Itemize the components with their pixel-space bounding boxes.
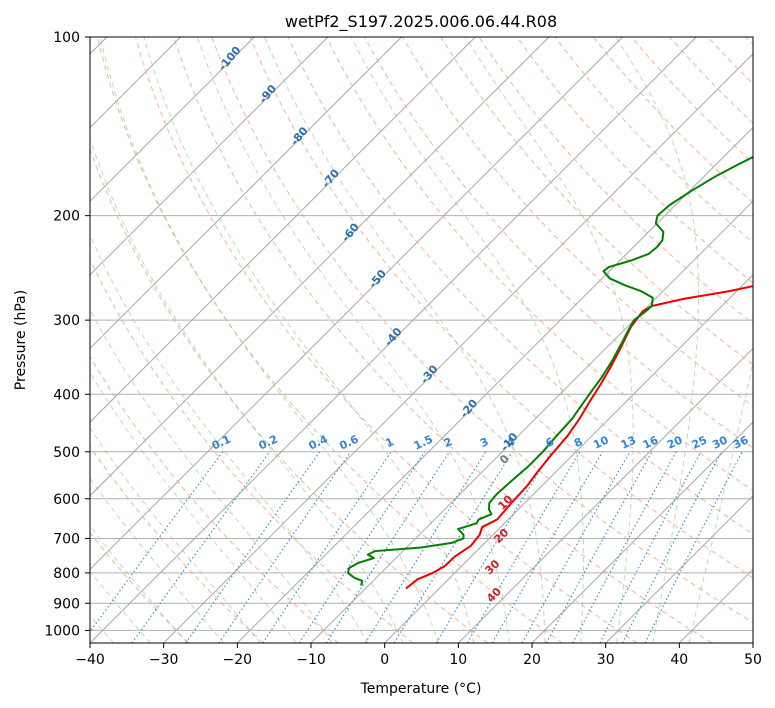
y-tick-label: 700 [53,532,80,548]
isotherm-line [163,53,753,643]
mixing-ratio-line [545,451,653,643]
x-tick-label: −20 [223,652,253,668]
isotherm-line [90,37,476,423]
y-tick-label: 300 [53,313,80,329]
mixing-ratio-line [131,451,271,643]
y-axis-title: Pressure (hPa) [13,290,29,390]
moist-adiabat-line [264,37,546,643]
isotherm-line [531,421,753,643]
mixing-ratio-line [572,451,677,643]
mixing-ratio-line [185,451,321,643]
dry-adiabat-line [90,355,339,643]
moist-adiabat-line [196,37,510,643]
x-tick-label: 10 [449,652,467,668]
moist-adiabat-line [688,359,753,643]
x-tick-label: −30 [149,652,179,668]
moist-adiabat-line [90,308,333,643]
dewpoint-profile-line [347,155,753,586]
isotherm-line [90,37,329,276]
mixing-ratio-label: 20 [665,433,685,451]
y-tick-label: 1000 [44,623,80,639]
dry-adiabat-line [402,37,753,407]
dry-adiabat-line [592,37,753,204]
mixing-ratio-label: 25 [690,434,709,452]
isotherm-line [457,347,753,643]
dry-adiabat-line [325,37,753,492]
dry-adiabat-line [440,37,753,366]
y-tick-label: 100 [53,30,80,46]
x-tick-label: −40 [75,652,105,668]
isotherm-line [90,37,550,497]
dry-adiabat-line [554,37,753,244]
x-tick-label: 20 [523,652,541,668]
y-tick-label: 400 [53,387,80,403]
mixing-ratio-label: 16 [641,433,661,451]
moist-adiabat-line [615,37,699,643]
isotherm-line [90,37,697,643]
mixing-ratio-line [325,451,451,643]
x-axis-title: Temperature (°C) [360,681,482,697]
dry-adiabat-line [134,37,638,643]
isotherm-line [236,126,753,643]
moist-adiabat-line [90,137,404,643]
x-tick-label: 30 [597,652,615,668]
mixing-ratio-line [467,451,581,643]
dry-adiabat-line [287,37,753,535]
dry-adiabat-line [516,37,753,284]
y-tick-label: 200 [53,209,80,225]
mixing-ratio-label: 30 [710,433,730,451]
moist-adiabat-line [99,37,439,643]
x-tick-label: 40 [670,652,688,668]
moist-adiabat-line [90,234,369,643]
y-tick-label: 800 [53,566,80,582]
isotherm-line [90,37,402,350]
dry-adiabat-line [211,37,753,624]
moist-adiabat-line [350,37,584,643]
mixing-ratio-label: 36 [731,433,751,451]
chart-title: wetPf2_S197.2025.006.06.44.R08 [285,12,557,32]
mixing-ratio-line [393,451,513,643]
x-tick-label: 0 [380,652,389,668]
moist-adiabat-line [143,37,475,643]
dry-adiabat-line [363,37,753,449]
isotherm-line [90,37,255,202]
isotherm-line [90,37,623,571]
dry-adiabat-line [249,37,753,579]
mixing-ratio-label: 13 [619,434,638,452]
mixing-ratio-line [491,451,603,643]
y-tick-label: 600 [53,492,80,508]
x-tick-label: 50 [744,652,762,668]
mixing-ratio-line [435,451,552,643]
dry-adiabat-line [90,531,190,643]
dry-adiabat-line [90,258,414,643]
mixing-ratio-label: 10 [591,433,611,451]
moist-adiabat-line [465,37,634,643]
mixing-ratio-line [218,451,351,643]
isotherm-line [605,495,753,643]
y-tick-label: 500 [53,445,80,461]
y-tick-label: 900 [53,596,80,612]
plot-frame [89,36,754,644]
isotherm-line [384,274,753,643]
x-tick-label: −10 [296,652,326,668]
mixing-ratio-line [521,451,631,643]
